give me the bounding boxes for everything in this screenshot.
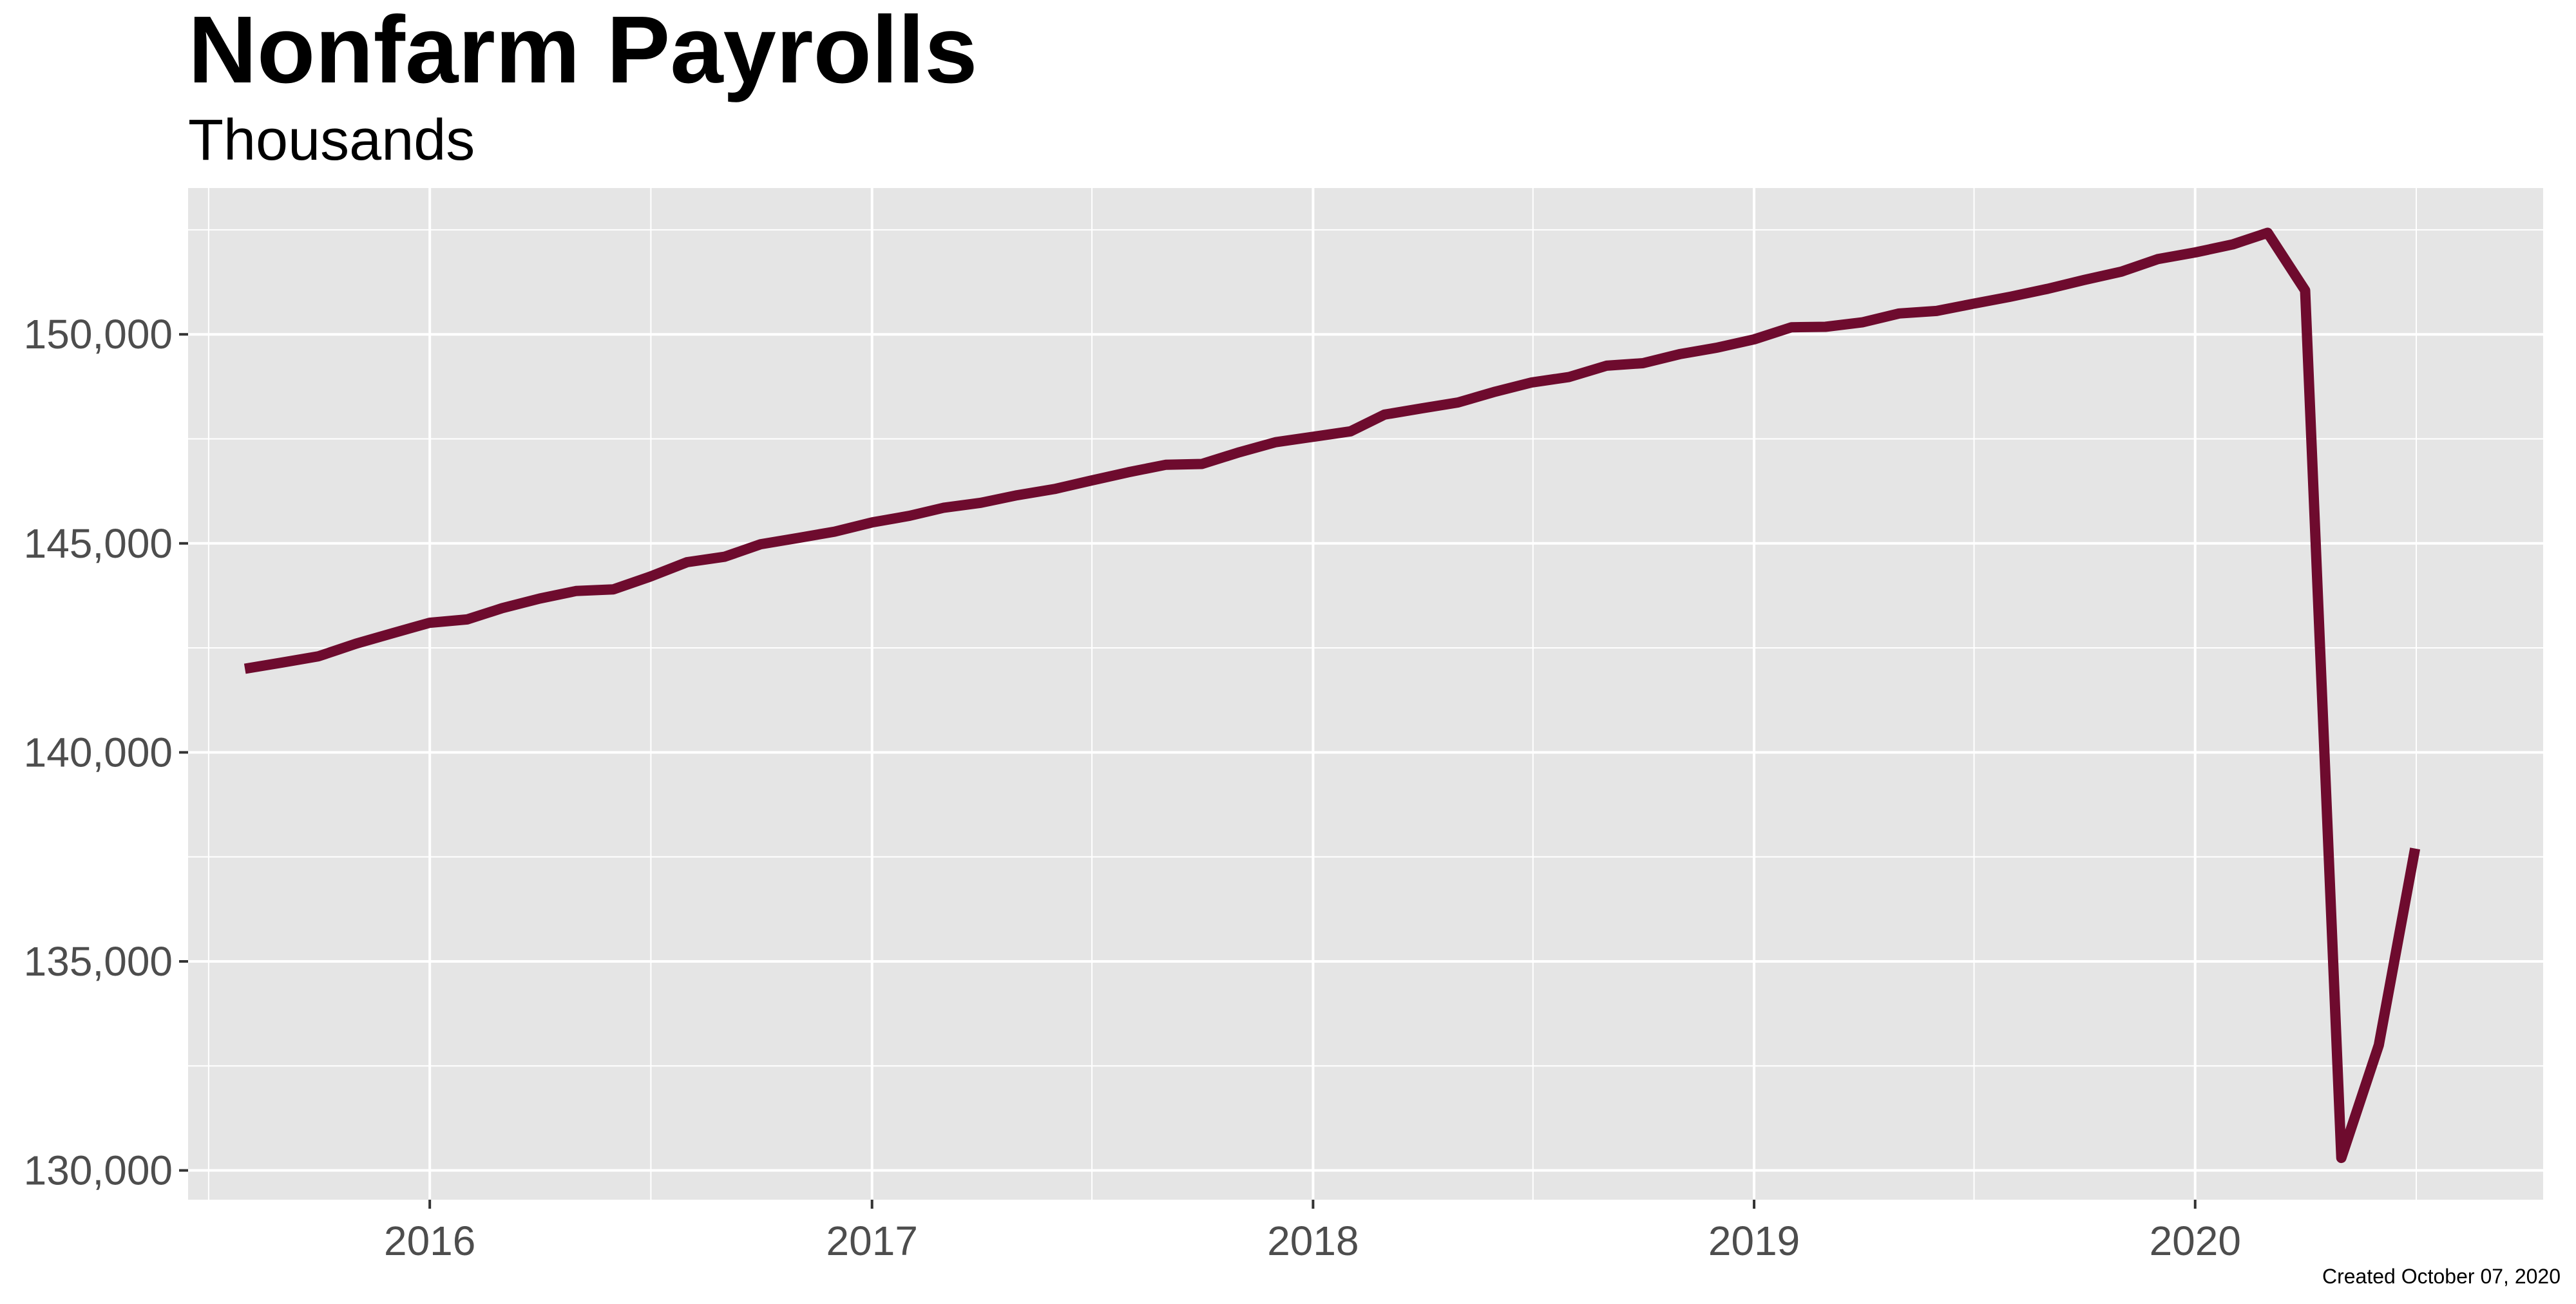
- y-tick-label: 140,000: [24, 729, 173, 775]
- x-tick-label: 2018: [1267, 1218, 1359, 1264]
- major-y-gridlines: [188, 333, 2543, 1172]
- x-tick-label: 2016: [384, 1218, 475, 1264]
- chart-subtitle: Thousands: [188, 108, 475, 173]
- y-axis: 130,000 135,000 140,000 145,000 150,000: [24, 311, 188, 1194]
- x-tick-label: 2017: [826, 1218, 918, 1264]
- major-x-gridlines: [428, 188, 2197, 1200]
- chart-title: Nonfarm Payrolls: [188, 0, 977, 103]
- minor-y-gridlines: [188, 229, 2543, 1067]
- plot-panel: [188, 188, 2543, 1200]
- y-tick-label: 145,000: [24, 520, 173, 567]
- minor-x-gridlines: [207, 188, 2418, 1200]
- x-axis: 2016 2017 2018 2019 2020: [384, 1200, 2241, 1264]
- x-tick-label: 2020: [2150, 1218, 2241, 1264]
- y-tick-label: 150,000: [24, 311, 173, 357]
- y-tick-label: 135,000: [24, 938, 173, 985]
- y-tick-label: 130,000: [24, 1148, 173, 1194]
- series-layer: [243, 227, 2421, 1164]
- chart-caption: Created October 07, 2020: [2322, 1265, 2561, 1288]
- x-tick-label: 2019: [1708, 1218, 1800, 1264]
- series-line-nonfarm-payrolls: [243, 227, 2421, 1164]
